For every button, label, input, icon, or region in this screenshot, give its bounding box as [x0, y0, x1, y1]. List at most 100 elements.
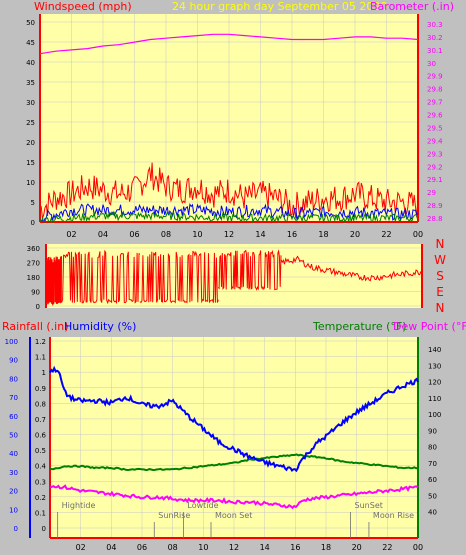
barometer-tick-label: 28.9 [427, 202, 443, 210]
barometer-tick-label: 30.2 [427, 34, 443, 42]
windspeed-tick-label: 35 [26, 79, 35, 87]
rainfall-tick-label: 0.2 [35, 494, 46, 502]
hour-tick-label: 14 [260, 543, 270, 552]
humidity-tick-label: 50 [9, 432, 18, 440]
barometer-tick-label: 29.4 [427, 137, 443, 145]
rainfall-tick-label: 1.1 [35, 354, 46, 362]
wind-direction-series [61, 249, 140, 305]
barometer-series [39, 33, 419, 55]
humidity-tick-label: 60 [9, 413, 18, 421]
direction-tick-label: 270 [27, 260, 40, 268]
direction-tick-label: 90 [31, 289, 40, 297]
windspeed-tick-label: 45 [26, 39, 35, 47]
windspeed-tick-label: 20 [26, 139, 35, 147]
rainfall-tick-label: 0.1 [35, 509, 46, 517]
rainfall-axis-title: Rainfall (.in) [2, 320, 69, 333]
hour-tick-label: 06 [137, 543, 147, 552]
wind-direction-series [217, 249, 282, 291]
event-label: Moon Set [215, 511, 252, 520]
rainfall-tick-label: 0.8 [35, 400, 46, 408]
wind-barometer-panel: 0 5 10 15 20 25 30 35 40 45 50 28.8 28.9 29 29.1 29.2 29… [26, 14, 443, 239]
hour-tick-label: 22 [381, 230, 391, 239]
hour-tick-label: 14 [255, 230, 265, 239]
wind-gust-series [39, 162, 419, 219]
hour-tick-label: 00 [413, 230, 423, 239]
dew-point-series [49, 484, 419, 510]
event-label: SunRise [158, 511, 190, 520]
humidity-series [49, 365, 419, 473]
barometer-tick-label: 30 [427, 60, 436, 68]
hour-tick-label: 20 [350, 230, 360, 239]
compass-label: W [434, 253, 446, 267]
temperature-axis-title: Temperature (°F) [312, 320, 407, 333]
hour-tick-label: 10 [192, 230, 202, 239]
humidity-axis-title: Humidity (%) [64, 320, 136, 333]
humidity-tick-label: 70 [9, 394, 18, 402]
temperature-tick-label: 140 [428, 346, 441, 354]
barometer-tick-label: 29 [427, 189, 436, 197]
barometer-tick-label: 29.1 [427, 176, 443, 184]
windspeed-tick-label: 25 [26, 119, 35, 127]
barometer-tick-label: 29.3 [427, 150, 443, 158]
humidity-tick-label: 20 [9, 488, 18, 496]
compass-label: N [436, 237, 445, 251]
event-label: Hightide [62, 501, 96, 510]
temperature-tick-label: 90 [428, 427, 437, 435]
humidity-tick-label: 10 [9, 506, 18, 514]
hour-tick-label: 02 [66, 230, 76, 239]
rainfall-tick-label: 0.5 [35, 447, 46, 455]
wind-average-series [39, 202, 419, 224]
windspeed-tick-label: 40 [26, 59, 35, 67]
barometer-tick-label: 28.8 [427, 215, 443, 223]
rainfall-tick-label: 1 [42, 369, 46, 377]
windspeed-tick-label: 5 [31, 199, 35, 207]
hour-tick-label: 18 [318, 230, 328, 239]
compass-label: E [436, 285, 444, 299]
windspeed-tick-label: 50 [26, 19, 35, 27]
direction-tick-label: 180 [27, 274, 40, 282]
barometer-axis-title: Barometer (.in) [370, 0, 454, 13]
barometer-tick-label: 30.1 [427, 47, 443, 55]
barometer-tick-label: 29.6 [427, 112, 443, 120]
rainfall-tick-label: 0 [42, 525, 46, 533]
barometer-tick-label: 29.7 [427, 99, 443, 107]
temperature-tick-label: 70 [428, 460, 437, 468]
hour-tick-label: 10 [198, 543, 208, 552]
hour-tick-label: 18 [321, 543, 331, 552]
temperature-tick-label: 100 [428, 411, 441, 419]
windspeed-axis-title: Windspeed (mph) [34, 0, 132, 13]
hour-tick-label: 02 [76, 543, 86, 552]
barometer-tick-label: 29.9 [427, 73, 443, 81]
barometer-tick-label: 29.2 [427, 163, 443, 171]
temperature-tick-label: 50 [428, 492, 437, 500]
temperature-tick-label: 60 [428, 476, 437, 484]
hour-tick-label: 16 [287, 230, 297, 239]
hour-tick-label: 16 [290, 543, 300, 552]
windspeed-tick-label: 15 [26, 159, 35, 167]
barometer-tick-label: 29.8 [427, 86, 443, 94]
humidity-tick-label: 0 [14, 525, 18, 533]
rainfall-tick-label: 0.6 [35, 432, 47, 440]
humidity-temperature-panel: 010203040506070809010000.10.20.30.40.50.… [5, 337, 441, 552]
windspeed-tick-label: 10 [26, 179, 35, 187]
direction-tick-label: 0 [36, 303, 40, 311]
wind-direction-series [45, 256, 63, 307]
humidity-tick-label: 100 [5, 338, 18, 346]
temperature-tick-label: 120 [428, 379, 441, 387]
hour-tick-label: 08 [161, 230, 171, 239]
temperature-series [49, 453, 419, 472]
barometer-tick-label: 30.3 [427, 21, 443, 29]
hour-tick-label: 20 [352, 543, 362, 552]
wind-direction-series [139, 250, 219, 304]
temperature-tick-label: 110 [428, 395, 441, 403]
direction-tick-label: 360 [27, 245, 40, 253]
wind-direction-trend [280, 255, 422, 282]
rainfall-tick-label: 0.9 [35, 385, 46, 393]
rainfall-tick-label: 0.7 [35, 416, 46, 424]
hour-tick-label: 06 [129, 230, 139, 239]
humidity-tick-label: 40 [9, 450, 18, 458]
humidity-tick-label: 80 [9, 375, 18, 383]
temperature-tick-label: 40 [428, 509, 437, 517]
